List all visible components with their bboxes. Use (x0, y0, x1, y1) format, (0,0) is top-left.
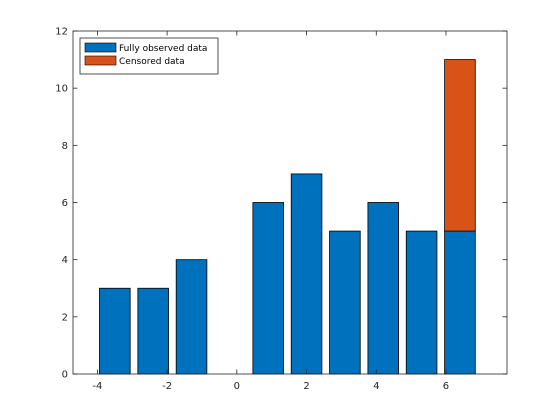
bar-fully-observed (329, 230, 361, 375)
y-tick-label: 10 (55, 84, 68, 95)
y-tick-label: 12 (55, 27, 68, 38)
legend-swatch-censored (84, 55, 117, 66)
bar-censored (444, 59, 476, 232)
bar-fully-observed (137, 287, 169, 375)
bar-fully-observed (405, 230, 438, 375)
y-tick-label: 4 (62, 255, 68, 266)
x-tick-label: -4 (92, 381, 102, 392)
legend: Fully observed data Censored data (79, 37, 219, 75)
x-tick-label: 6 (443, 381, 449, 392)
bar-fully-observed (175, 259, 208, 375)
bars-group (99, 59, 476, 375)
y-tick-label: 8 (62, 141, 68, 152)
bar-fully-observed (252, 202, 284, 375)
x-tick-label: 4 (373, 381, 379, 392)
bar-fully-observed (444, 230, 476, 375)
legend-label-censored: Censored data (119, 57, 185, 67)
y-tick-label: 2 (62, 312, 68, 323)
legend-label-fully-observed: Fully observed data (119, 44, 207, 54)
legend-swatch-fully-observed (84, 42, 117, 53)
x-tick-label: 0 (234, 381, 240, 392)
bar-fully-observed (367, 202, 399, 375)
x-tick-label: 2 (303, 381, 309, 392)
y-tick-label: 0 (62, 370, 68, 381)
axes-group: -4 -2 0 2 4 6 0 2 4 6 8 10 12 (55, 27, 508, 392)
y-tick-label: 6 (62, 198, 68, 209)
bar-fully-observed (99, 287, 131, 375)
bar-fully-observed (290, 173, 323, 375)
x-tick-label: -2 (162, 381, 172, 392)
